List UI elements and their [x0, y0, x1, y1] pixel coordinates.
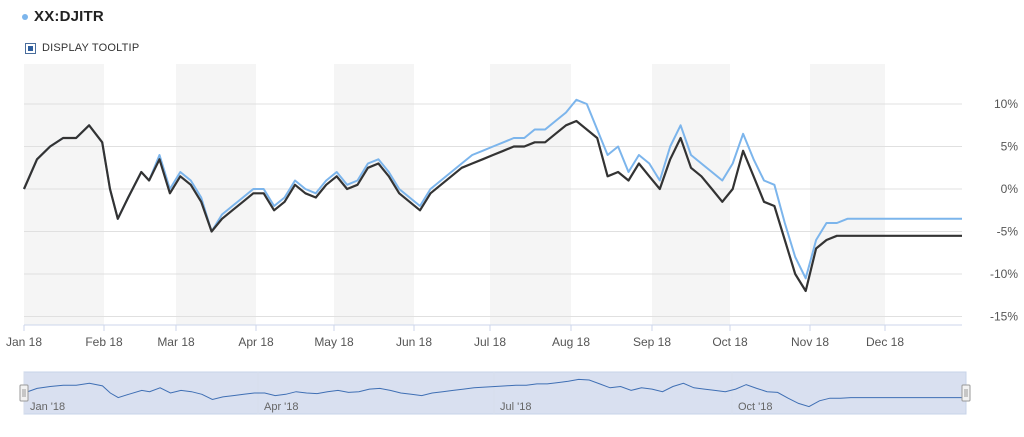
y-tick-label: -15% — [990, 310, 1018, 324]
y-tick-label: 10% — [994, 97, 1018, 111]
series-line-2 — [22, 119, 962, 293]
tooltip-toggle-label: DISPLAY TOOLTIP — [42, 42, 140, 54]
x-tick-label: Feb 18 — [85, 335, 123, 349]
navigator-left-handle[interactable] — [19, 384, 29, 402]
month-band — [490, 64, 571, 325]
y-tick-label: 5% — [1001, 140, 1019, 154]
x-tick-label: Sep 18 — [633, 335, 671, 349]
navigator-tick-label: Apr '18 — [264, 401, 299, 413]
series-line-1 — [23, 98, 962, 280]
navigator-tick-label: Oct '18 — [738, 401, 773, 413]
x-tick-label: Jan 18 — [6, 335, 42, 349]
month-band — [24, 64, 104, 325]
series-dot-icon — [22, 13, 28, 20]
x-tick-label: Mar 18 — [157, 335, 195, 349]
y-tick-label: 0% — [1001, 182, 1019, 196]
x-tick-label: Aug 18 — [552, 335, 590, 349]
x-tick-label: Nov 18 — [791, 335, 829, 349]
x-tick-label: Apr 18 — [238, 335, 274, 349]
x-tick-label: Dec 18 — [866, 335, 904, 349]
y-tick-label: -10% — [990, 267, 1018, 281]
x-tick-label: May 18 — [314, 335, 354, 349]
month-band — [810, 64, 885, 325]
month-band — [652, 64, 730, 325]
month-band — [176, 64, 256, 325]
chart-header: XX:DJITR — [22, 8, 104, 25]
chart-title: XX:DJITR — [34, 8, 104, 25]
display-tooltip-toggle[interactable]: DISPLAY TOOLTIP — [25, 42, 139, 54]
navigator-series-line — [23, 378, 966, 408]
handle-body — [961, 384, 971, 402]
y-tick-label: -5% — [997, 225, 1019, 239]
navigator-right-handle[interactable] — [961, 384, 971, 402]
navigator-tick-label: Jul '18 — [500, 401, 531, 413]
navigator-tick-label: Jan '18 — [30, 401, 65, 413]
x-tick-label: Jul 18 — [474, 335, 506, 349]
x-tick-label: Oct 18 — [712, 335, 748, 349]
tooltip-checkbox[interactable] — [25, 42, 36, 54]
navigator-range — [23, 371, 967, 415]
x-tick-label: Jun 18 — [396, 335, 432, 349]
handle-body — [19, 384, 29, 402]
